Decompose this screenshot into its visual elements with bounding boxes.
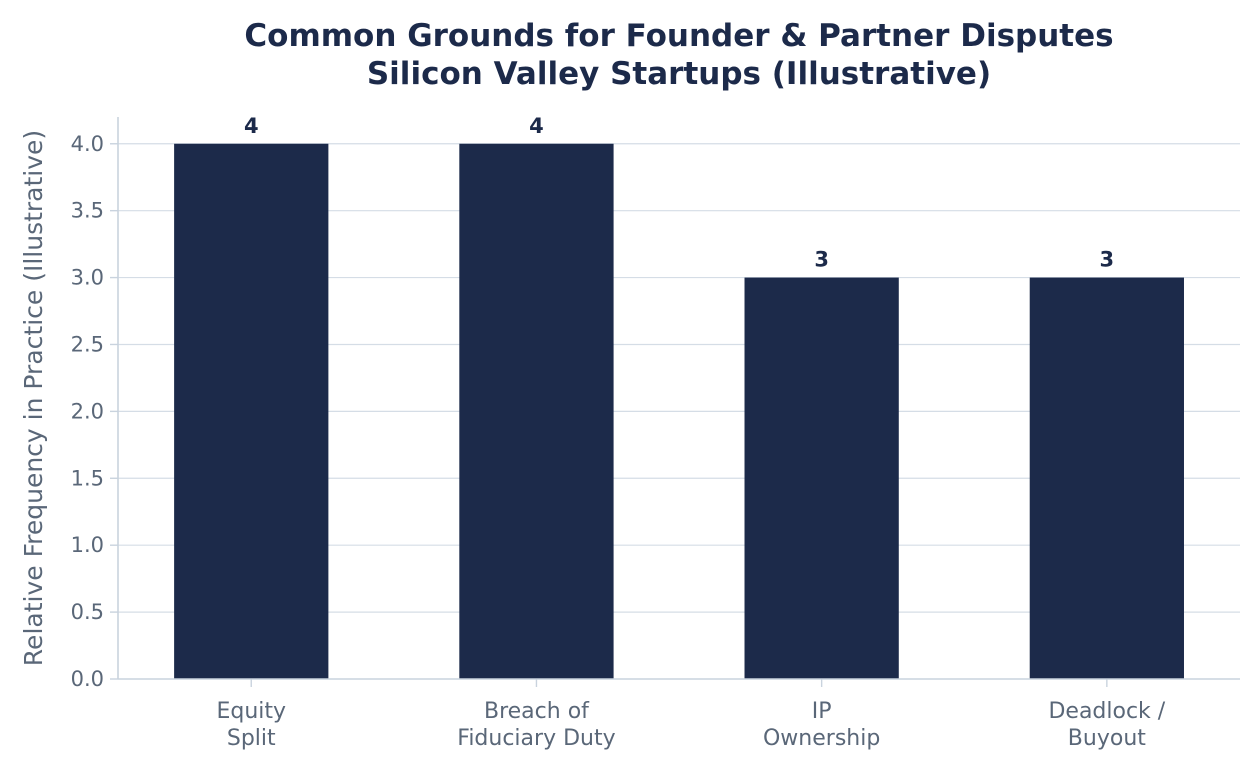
x-tick-label: Fiduciary Duty [457,726,615,751]
data-label-3: 3 [814,248,829,272]
y-tick-label: 1.0 [71,533,104,557]
x-tick-label: Ownership [763,726,880,751]
data-label-1: 4 [244,114,259,138]
y-tick-label: 1.5 [71,466,104,490]
bar-1 [174,143,329,679]
bar-2 [459,143,614,679]
x-tick-label: Split [227,726,276,751]
data-label-2: 4 [529,114,544,138]
y-tick-label: 0.0 [71,667,104,691]
bar-3 [744,277,899,679]
x-tick-label: Buyout [1068,726,1146,751]
axes [110,117,1240,687]
y-tick-label: 4.0 [71,132,104,156]
bars [174,143,1184,679]
y-axis-label: Relative Frequency in Practice (Illustra… [19,130,48,666]
y-tick-label: 2.0 [71,399,104,423]
x-tick-label: Breach of [484,699,590,724]
chart-title: Common Grounds for Founder & Partner Dis… [244,18,1113,54]
chart-subtitle: Silicon Valley Startups (Illustrative) [367,56,991,92]
y-tick-label: 0.5 [71,600,104,624]
bar-4 [1029,277,1184,679]
x-tick-label: IP [812,699,832,724]
y-tick-label: 2.5 [71,332,104,356]
data-label-4: 3 [1100,248,1115,272]
y-tick-label: 3.0 [71,266,104,290]
x-tick-label: Equity [216,699,286,724]
x-tick-label: Deadlock / [1048,699,1165,724]
y-tick-label: 3.5 [71,199,104,223]
